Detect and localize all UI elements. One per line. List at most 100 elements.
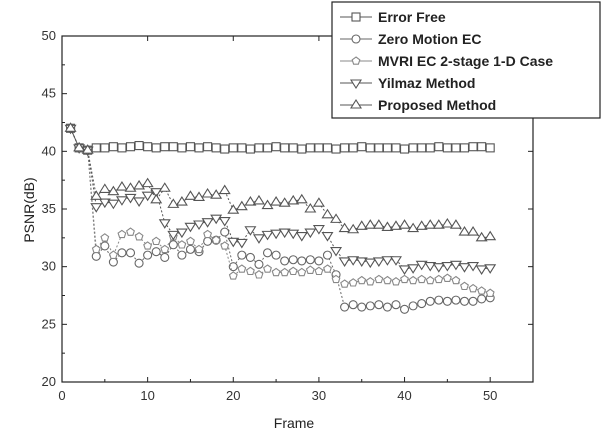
data-point bbox=[100, 233, 110, 242]
data-point bbox=[203, 229, 213, 239]
data-point bbox=[357, 142, 367, 152]
data-point bbox=[432, 263, 445, 273]
data-point bbox=[141, 177, 154, 188]
data-point bbox=[415, 260, 428, 271]
data-point bbox=[91, 143, 101, 153]
data-point bbox=[432, 219, 445, 229]
data-point bbox=[244, 226, 257, 236]
data-point bbox=[321, 231, 334, 242]
data-point bbox=[357, 275, 367, 285]
data-point bbox=[442, 143, 452, 153]
data-point bbox=[117, 248, 127, 258]
data-point bbox=[235, 238, 248, 249]
data-point bbox=[322, 250, 333, 260]
data-point bbox=[415, 220, 428, 230]
x-tick-label: 40 bbox=[397, 388, 411, 403]
data-point bbox=[134, 232, 144, 241]
y-tick-label: 45 bbox=[42, 86, 56, 101]
data-point bbox=[124, 193, 137, 204]
x-tick-label: 50 bbox=[483, 388, 497, 403]
data-point bbox=[340, 143, 350, 153]
data-point bbox=[210, 189, 223, 199]
data-point bbox=[201, 187, 214, 198]
legend-item: MVRI EC 2-stage 1-D Case bbox=[340, 53, 553, 69]
x-axis-title: Frame bbox=[274, 415, 315, 431]
data-point bbox=[151, 236, 161, 246]
data-point bbox=[151, 247, 161, 257]
data-point bbox=[364, 258, 377, 269]
data-point bbox=[314, 143, 324, 153]
data-point bbox=[244, 196, 257, 206]
data-point bbox=[424, 261, 437, 272]
data-point bbox=[254, 270, 264, 279]
data-point bbox=[270, 196, 283, 206]
data-point bbox=[365, 301, 375, 311]
data-point bbox=[280, 256, 290, 266]
data-point bbox=[203, 142, 213, 152]
data-point bbox=[184, 222, 197, 233]
data-point bbox=[108, 250, 118, 259]
data-point bbox=[115, 181, 128, 191]
data-point bbox=[468, 296, 478, 306]
data-point bbox=[451, 295, 461, 305]
data-point bbox=[261, 199, 274, 210]
data-point bbox=[374, 143, 384, 153]
data-point bbox=[449, 219, 462, 229]
data-point bbox=[459, 143, 470, 153]
data-point bbox=[107, 199, 120, 210]
data-point bbox=[485, 143, 495, 153]
data-point bbox=[115, 196, 128, 206]
data-point bbox=[374, 300, 384, 310]
legend-item: Error Free bbox=[340, 9, 446, 25]
data-point bbox=[348, 278, 358, 287]
y-tick-label: 50 bbox=[42, 28, 56, 43]
data-point bbox=[168, 142, 178, 152]
data-point bbox=[297, 256, 307, 266]
data-point bbox=[451, 275, 461, 285]
data-point bbox=[125, 142, 136, 152]
data-point bbox=[382, 275, 392, 285]
data-point bbox=[141, 191, 154, 202]
data-point bbox=[305, 143, 315, 153]
data-point bbox=[185, 244, 196, 254]
series-0 bbox=[66, 123, 495, 155]
data-point bbox=[408, 143, 418, 153]
data-point bbox=[124, 182, 137, 192]
data-point bbox=[108, 142, 118, 152]
data-point bbox=[158, 182, 171, 192]
data-point bbox=[151, 143, 161, 153]
data-point bbox=[184, 190, 197, 200]
series-layer bbox=[64, 122, 497, 314]
data-point bbox=[347, 223, 360, 234]
data-point bbox=[237, 143, 247, 153]
data-point bbox=[484, 230, 497, 241]
x-axis: 0 10 20 30 40 50 bbox=[58, 36, 534, 403]
data-point bbox=[125, 248, 136, 258]
data-point bbox=[475, 265, 488, 276]
legend-item: Yilmaz Method bbox=[340, 75, 476, 91]
data-point bbox=[381, 256, 394, 266]
legend-marker bbox=[351, 12, 361, 22]
data-point bbox=[117, 229, 127, 239]
data-point bbox=[382, 143, 392, 153]
data-point bbox=[218, 184, 231, 195]
data-point bbox=[391, 300, 401, 310]
data-point bbox=[193, 191, 206, 202]
data-point bbox=[201, 218, 214, 228]
data-point bbox=[227, 204, 240, 214]
y-tick-label: 25 bbox=[42, 316, 56, 331]
data-point bbox=[91, 251, 101, 261]
data-point bbox=[262, 248, 273, 258]
data-point bbox=[389, 220, 402, 230]
data-point bbox=[287, 229, 300, 240]
data-point bbox=[442, 296, 452, 306]
legend-marker bbox=[351, 56, 361, 65]
data-point bbox=[391, 143, 401, 153]
data-point bbox=[288, 255, 298, 265]
data-point bbox=[458, 226, 471, 236]
data-point bbox=[220, 144, 230, 154]
data-point bbox=[194, 244, 204, 254]
data-point bbox=[407, 264, 420, 274]
series-2 bbox=[66, 123, 495, 297]
data-point bbox=[434, 274, 444, 284]
